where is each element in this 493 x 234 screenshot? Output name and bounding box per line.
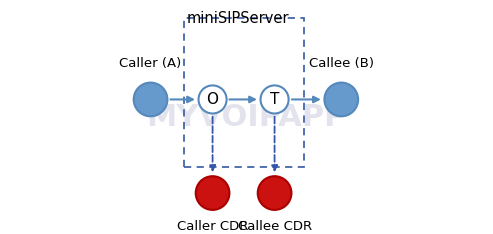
Text: miniSIPServer: miniSIPServer <box>187 11 289 26</box>
Text: Caller (A): Caller (A) <box>119 57 182 70</box>
Text: Callee (B): Callee (B) <box>309 57 374 70</box>
Text: Callee CDR: Callee CDR <box>238 220 312 234</box>
Circle shape <box>260 85 288 113</box>
Text: Caller CDR: Caller CDR <box>177 220 248 234</box>
Text: MYVOIPAPP: MYVOIPAPP <box>146 102 347 132</box>
Circle shape <box>324 83 358 116</box>
Circle shape <box>258 176 291 210</box>
Circle shape <box>196 176 229 210</box>
Text: T: T <box>270 92 279 107</box>
Bar <box>184 18 304 167</box>
Circle shape <box>134 83 168 116</box>
Text: O: O <box>207 92 218 107</box>
Circle shape <box>199 85 227 113</box>
